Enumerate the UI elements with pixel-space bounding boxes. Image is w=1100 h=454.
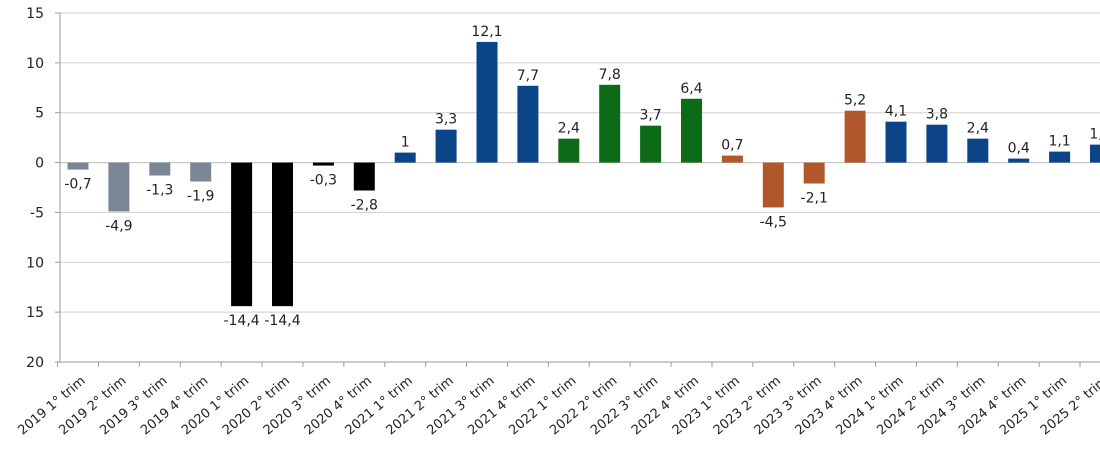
data-label-16: 0,7 — [721, 138, 743, 154]
bar-2 — [149, 162, 171, 176]
data-label-0: -0,7 — [64, 177, 91, 193]
bar-7 — [353, 162, 375, 191]
bar-17 — [762, 162, 784, 208]
data-label-25: 1,8 — [1089, 127, 1100, 143]
y-tick-label-6: 15 — [26, 305, 44, 321]
data-label-8: 1 — [401, 135, 410, 151]
data-label-7: -2,8 — [351, 197, 378, 213]
data-label-18: -2,1 — [801, 191, 828, 207]
data-label-10: 12,1 — [471, 24, 502, 40]
data-label-21: 3,8 — [926, 107, 948, 123]
bar-12 — [558, 138, 580, 163]
data-label-24: 1,1 — [1048, 134, 1070, 150]
x-tick-label-25: 2025 2° trim — [1038, 374, 1100, 439]
data-label-15: 6,4 — [680, 81, 702, 97]
bar-16 — [721, 155, 743, 163]
y-tick-label-7: 20 — [26, 355, 44, 371]
data-label-12: 2,4 — [558, 121, 580, 137]
data-label-17: -4,5 — [760, 214, 787, 230]
bar-20 — [885, 121, 907, 163]
data-label-5: -14,4 — [264, 313, 300, 329]
data-label-14: 3,7 — [639, 108, 661, 124]
data-label-11: 7,7 — [517, 68, 539, 84]
y-tick-label-4: -5 — [30, 205, 44, 221]
bars — [67, 41, 1100, 307]
bar-24 — [1049, 151, 1071, 163]
data-label-23: 0,4 — [1008, 141, 1030, 157]
x-tick-label-0: 2019 1° trim — [15, 374, 88, 439]
bar-10 — [476, 41, 498, 163]
bar-21 — [926, 124, 948, 163]
y-tick-label-3: 0 — [35, 156, 44, 172]
axes — [55, 12, 1100, 367]
y-tick-label-0: 15 — [26, 6, 44, 22]
data-label-9: 3,3 — [435, 112, 457, 128]
bar-3 — [190, 162, 212, 182]
data-label-2: -1,3 — [146, 183, 173, 199]
bar-1 — [108, 162, 130, 212]
y-tick-label-1: 10 — [26, 56, 44, 72]
bar-23 — [1008, 158, 1030, 163]
bar-14 — [640, 125, 662, 163]
y-axis-tick-labels: 15 10 5 0 -5 10 15 20 — [26, 6, 44, 371]
bar-4 — [231, 162, 253, 307]
bar-9 — [435, 129, 457, 163]
y-tick-label-2: 5 — [35, 106, 44, 122]
bar-22 — [967, 138, 989, 163]
data-label-6: -0,3 — [310, 173, 337, 189]
bar-25 — [1090, 144, 1100, 163]
bar-8 — [394, 152, 416, 163]
data-label-20: 4,1 — [885, 104, 907, 120]
bar-6 — [312, 162, 334, 166]
data-label-19: 5,2 — [844, 93, 866, 109]
data-label-1: -4,9 — [105, 218, 132, 234]
bar-13 — [599, 84, 621, 163]
y-tick-label-5: 10 — [26, 255, 44, 271]
bar-15 — [681, 98, 702, 163]
bar-11 — [517, 85, 539, 163]
bar-0 — [67, 162, 89, 170]
bar-5 — [272, 162, 293, 307]
data-label-3: -1,9 — [187, 189, 214, 205]
data-labels: -0,7 -4,9 -1,3 -1,9 -14,4 -14,4 -0,3 -2,8 1 3,3 12… — [64, 24, 1100, 329]
bar-18 — [803, 162, 825, 184]
data-label-22: 2,4 — [967, 121, 989, 137]
bar-19 — [844, 110, 866, 163]
data-label-13: 7,8 — [599, 67, 621, 83]
data-label-4: -14,4 — [223, 313, 259, 329]
